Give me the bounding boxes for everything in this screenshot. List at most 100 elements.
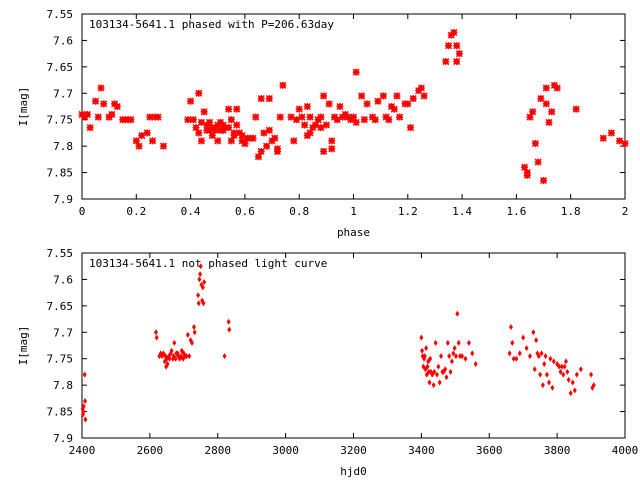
data-point — [470, 350, 475, 357]
y-tick-label: 7.9 — [53, 193, 73, 206]
data-point — [352, 118, 360, 126]
data-point — [265, 95, 273, 103]
data-point — [534, 337, 539, 344]
data-point — [306, 129, 314, 137]
data-point — [540, 176, 548, 185]
data-point — [451, 350, 456, 357]
data-point — [537, 95, 545, 103]
data-point — [317, 113, 325, 121]
y-tick-label: 7.8 — [53, 140, 73, 153]
data-point — [445, 339, 450, 346]
data-point — [322, 121, 330, 129]
y-tick-label: 7.6 — [53, 273, 73, 286]
x-tick-label: 3800 — [544, 444, 571, 457]
data-point — [306, 113, 314, 121]
data-point — [97, 84, 105, 92]
data-point — [531, 329, 536, 336]
data-point — [455, 310, 460, 317]
x-tick-label: 1.8 — [561, 205, 581, 218]
data-point — [200, 284, 205, 291]
data-point — [447, 353, 452, 360]
data-point — [456, 339, 461, 346]
x-tick-label: 2 — [622, 205, 629, 218]
data-point — [379, 92, 387, 100]
data-point — [390, 105, 398, 113]
y-tick-label: 7.75 — [47, 114, 74, 127]
data-point — [450, 28, 458, 37]
data-point — [523, 171, 531, 179]
data-point — [514, 355, 519, 362]
x-tick-label: 0.6 — [235, 205, 255, 218]
data-point — [201, 300, 206, 307]
data-point — [82, 371, 87, 378]
data-point — [463, 355, 468, 362]
data-point — [187, 97, 195, 105]
data-point — [436, 363, 441, 370]
y-tick-label: 7.65 — [47, 300, 74, 313]
y-tick-label: 7.55 — [47, 8, 74, 21]
data-point — [185, 331, 190, 338]
data-point — [167, 355, 172, 362]
data-point — [127, 116, 135, 124]
data-point — [358, 92, 366, 100]
data-point — [94, 113, 102, 121]
data-point — [455, 50, 463, 58]
data-point — [553, 84, 561, 92]
data-point — [336, 102, 344, 111]
data-point — [570, 379, 575, 386]
data-point — [540, 382, 545, 389]
data-point — [196, 300, 201, 307]
data-point — [108, 110, 116, 118]
data-point — [524, 345, 529, 352]
data-point — [543, 353, 548, 360]
unphased-panel: 2400 2600 2800 3000 3200 3400 3600 3800 4000 7.55… — [17, 247, 638, 478]
data-point — [517, 350, 522, 357]
data-point — [431, 382, 436, 389]
data-point — [417, 84, 425, 92]
data-point — [527, 353, 532, 360]
data-point — [92, 97, 100, 105]
data-point — [208, 132, 216, 140]
data-point — [83, 416, 88, 423]
data-point — [83, 110, 91, 118]
data-point — [196, 292, 201, 299]
y-tick-label: 7.6 — [53, 34, 73, 47]
data-point — [621, 139, 629, 148]
data-point — [511, 355, 516, 362]
data-point — [449, 358, 454, 365]
data-point — [184, 353, 189, 360]
data-point — [153, 329, 158, 336]
data-point — [273, 145, 282, 153]
data-point — [561, 371, 566, 378]
data-point — [558, 368, 563, 375]
data-point — [433, 339, 438, 346]
data-point — [439, 353, 444, 360]
data-point — [195, 89, 203, 97]
x-tick-label: 0.2 — [126, 205, 146, 218]
data-point — [428, 355, 433, 362]
data-point — [563, 358, 568, 365]
data-point — [420, 347, 425, 354]
data-point — [172, 339, 177, 346]
data-point — [320, 147, 328, 155]
data-point — [81, 403, 86, 410]
data-point — [508, 324, 513, 330]
data-point — [191, 324, 196, 330]
data-point — [510, 339, 515, 346]
data-point — [572, 105, 580, 113]
data-point — [189, 339, 194, 346]
data-point — [568, 390, 573, 397]
data-point — [202, 279, 207, 286]
data-point — [328, 145, 336, 153]
data-point — [546, 379, 551, 386]
x-tick-label: 3600 — [476, 444, 503, 457]
data-point — [548, 355, 553, 362]
data-point — [562, 363, 567, 370]
data-point — [81, 408, 86, 415]
data-point — [473, 361, 478, 367]
data-point — [200, 108, 208, 116]
data-point — [233, 105, 241, 113]
data-point — [559, 363, 564, 370]
data-point — [197, 276, 202, 283]
data-point — [271, 134, 279, 142]
